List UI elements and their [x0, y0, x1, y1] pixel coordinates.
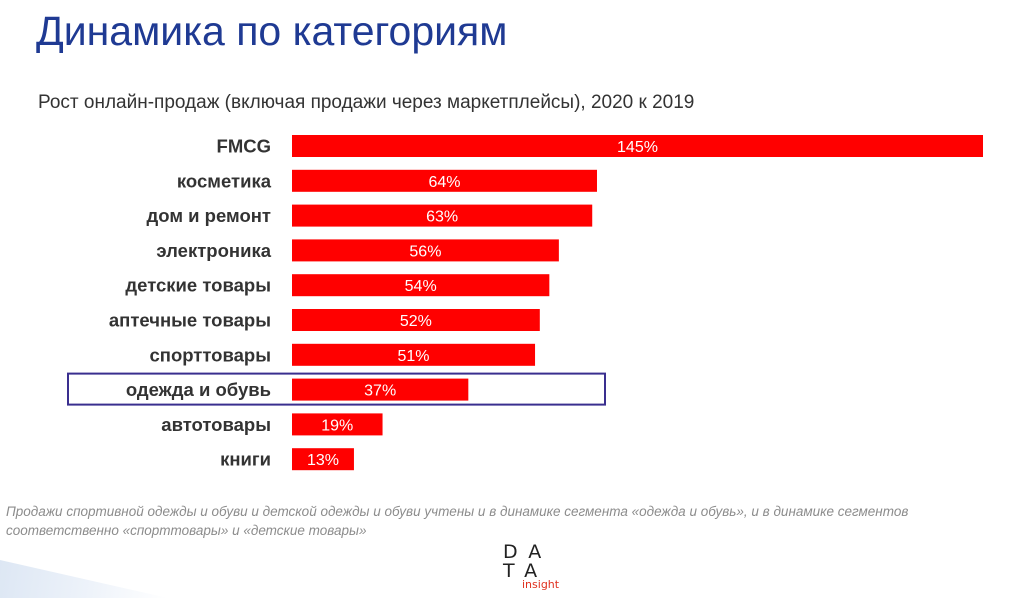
footnote: Продажи спортивной одежды и обуви и детс…	[6, 504, 909, 538]
category-label-косметика: косметика	[177, 170, 272, 191]
logo-text-row1: DA	[503, 541, 553, 563]
value-label-дом-и-ремонт: 63%	[426, 209, 458, 226]
value-label-аптечные-товары: 52%	[400, 313, 432, 330]
bar-косметика	[292, 169, 597, 192]
bar-FMCG	[292, 135, 983, 157]
category-label-аптечные-товары: аптечные товары	[109, 310, 271, 331]
bar-одежда-и-обувь	[292, 378, 469, 401]
category-label-спорттовары: спорттовары	[149, 344, 271, 365]
category-label-автотовары: автотовары	[161, 414, 271, 435]
logo-text-row2: TA	[503, 560, 549, 582]
highlight-frame	[67, 372, 606, 406]
category-label-дом-и-ремонт: дом и ремонт	[147, 205, 271, 226]
bar-дом-и-ремонт	[292, 204, 593, 227]
value-label-автотовары: 19%	[321, 417, 353, 434]
bar-электроника	[292, 239, 559, 262]
value-label-книги: 13%	[307, 452, 339, 469]
logo-text-sub: insight	[522, 578, 560, 591]
bar-спорттовары	[292, 343, 536, 366]
value-label-FMCG: 145%	[617, 139, 658, 156]
bar-аптечные-товары	[292, 309, 540, 331]
category-label-FMCG: FMCG	[217, 136, 271, 157]
decorative-corner-shape	[0, 560, 168, 598]
bar-автотовары	[292, 413, 383, 436]
value-label-электроника: 56%	[409, 243, 441, 260]
category-label-одежда-и-обувь: одежда и обувь	[126, 379, 271, 400]
category-label-электроника: электроника	[156, 240, 271, 261]
slide-title: Динамика по категориям	[36, 8, 508, 54]
bar-книги	[292, 448, 354, 471]
data-insight-logo: DA TA insight	[503, 541, 593, 598]
value-label-детские-товары: 54%	[405, 278, 437, 295]
bar-детские-товары	[292, 274, 550, 297]
value-label-косметика: 64%	[428, 174, 460, 191]
value-label-спорттовары: 51%	[398, 348, 430, 365]
value-label-одежда-и-обувь: 37%	[364, 383, 396, 400]
category-label-детские-товары: детские товары	[125, 275, 271, 296]
category-label-книги: книги	[220, 449, 271, 470]
bar-chart: FMCG 145% косметика 64% дом и ремонт 63% элект…	[67, 135, 983, 471]
chart-title: Рост онлайн-продаж (включая продажи чере…	[38, 92, 695, 113]
